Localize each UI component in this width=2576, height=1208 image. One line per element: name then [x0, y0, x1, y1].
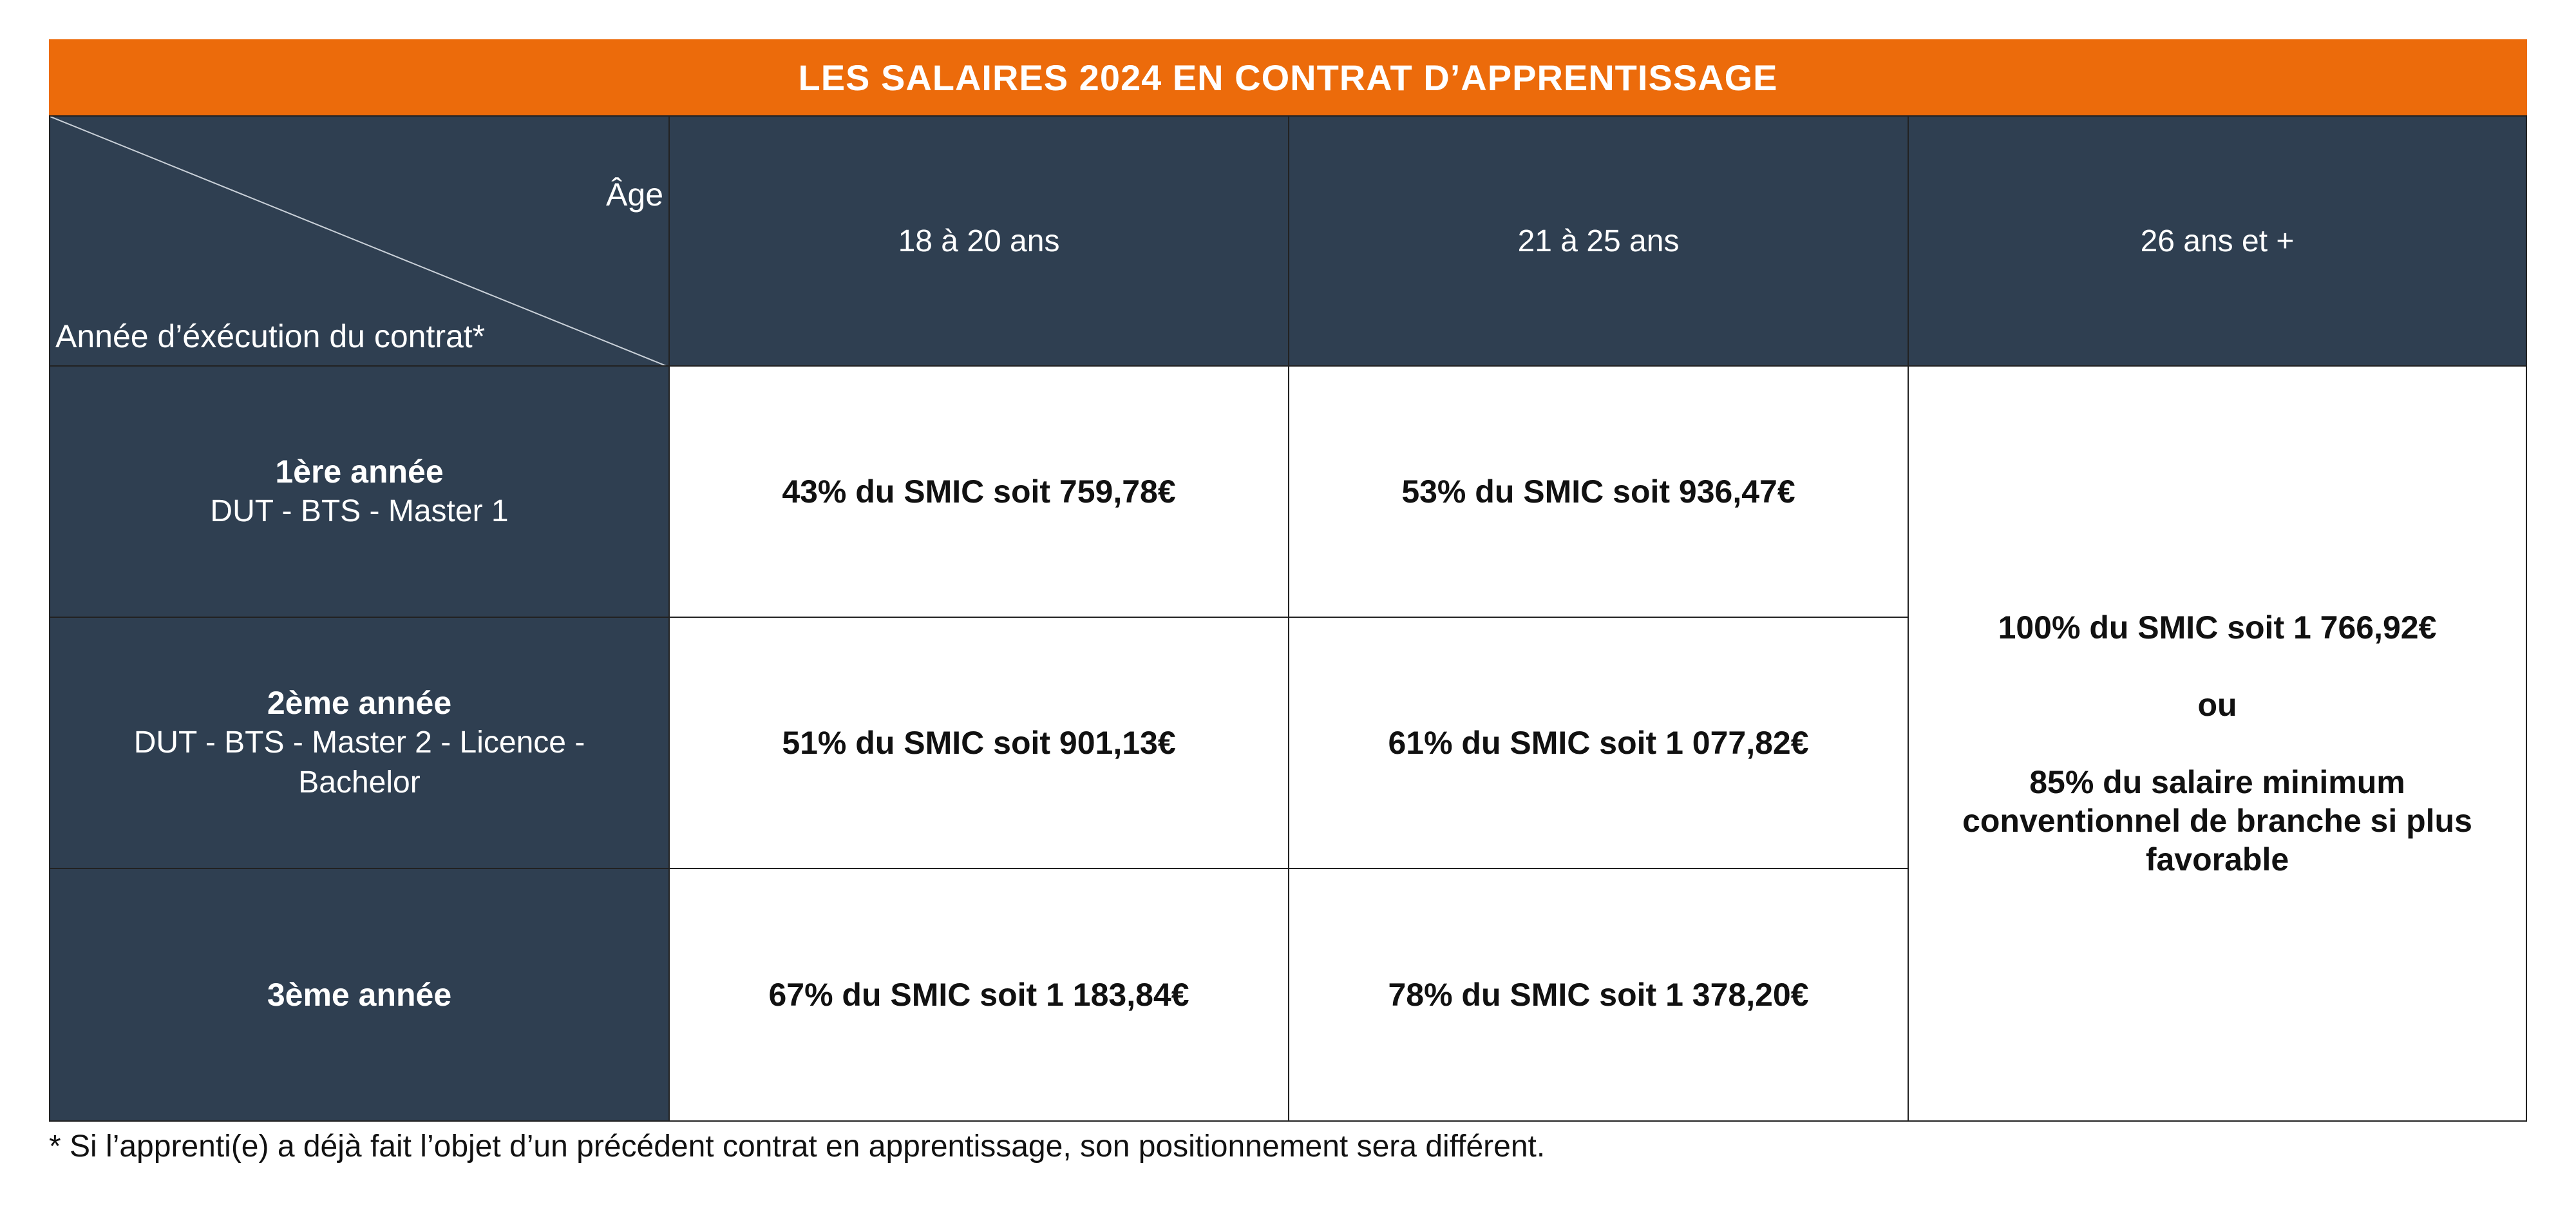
table-cell: 67% du SMIC soit 1 183,84€ [668, 868, 1289, 1122]
age-label: Âge [606, 177, 663, 213]
row-title: 3ème année [267, 977, 452, 1013]
table-cell: 51% du SMIC soit 901,13€ [668, 617, 1289, 869]
merged-cell-26-plus: 100% du SMIC soit 1 766,92€ ou 85% du sa… [1908, 365, 2527, 1122]
column-header-18-20: 18 à 20 ans [668, 115, 1289, 367]
row-title: 2ème année [267, 685, 452, 721]
column-header-26-plus: 26 ans et + [1908, 115, 2527, 367]
merged-line-smic: 100% du SMIC soit 1 766,92€ [1998, 609, 2437, 646]
footnote: * Si l’apprenti(e) a déjà fait l’objet d… [49, 1129, 1546, 1164]
corner-header-cell: Âge Année d’éxécution du contrat* [49, 115, 671, 368]
diagonal-divider [50, 117, 671, 368]
merged-line-branch: 85% du salaire minimum conventionnel de … [1962, 764, 2472, 877]
table-cell: 53% du SMIC soit 936,47€ [1288, 365, 1909, 618]
table-title: LES SALAIRES 2024 EN CONTRAT D’APPRENTIS… [49, 39, 2527, 115]
row-subtitle: DUT - BTS - Master 1 [210, 494, 509, 528]
table-cell: 61% du SMIC soit 1 077,82€ [1288, 617, 1909, 869]
merged-line-or: ou [2197, 687, 2237, 723]
row-header-year-1: 1ère année DUT - BTS - Master 1 [49, 365, 670, 618]
column-header-21-25: 21 à 25 ans [1288, 115, 1909, 367]
contract-year-label: Année d’éxécution du contrat* [55, 318, 486, 354]
row-header-year-2: 2ème année DUT - BTS - Master 2 - Licenc… [49, 617, 670, 869]
table-cell: 78% du SMIC soit 1 378,20€ [1288, 868, 1909, 1122]
table-cell: 43% du SMIC soit 759,78€ [668, 365, 1289, 618]
table-grid: Âge Année d’éxécution du contrat* 18 à 2… [49, 115, 2527, 1122]
row-subtitle: DUT - BTS - Master 2 - Licence - Bachelo… [133, 725, 585, 800]
row-title: 1ère année [275, 454, 444, 490]
row-header-year-3: 3ème année [49, 868, 670, 1122]
